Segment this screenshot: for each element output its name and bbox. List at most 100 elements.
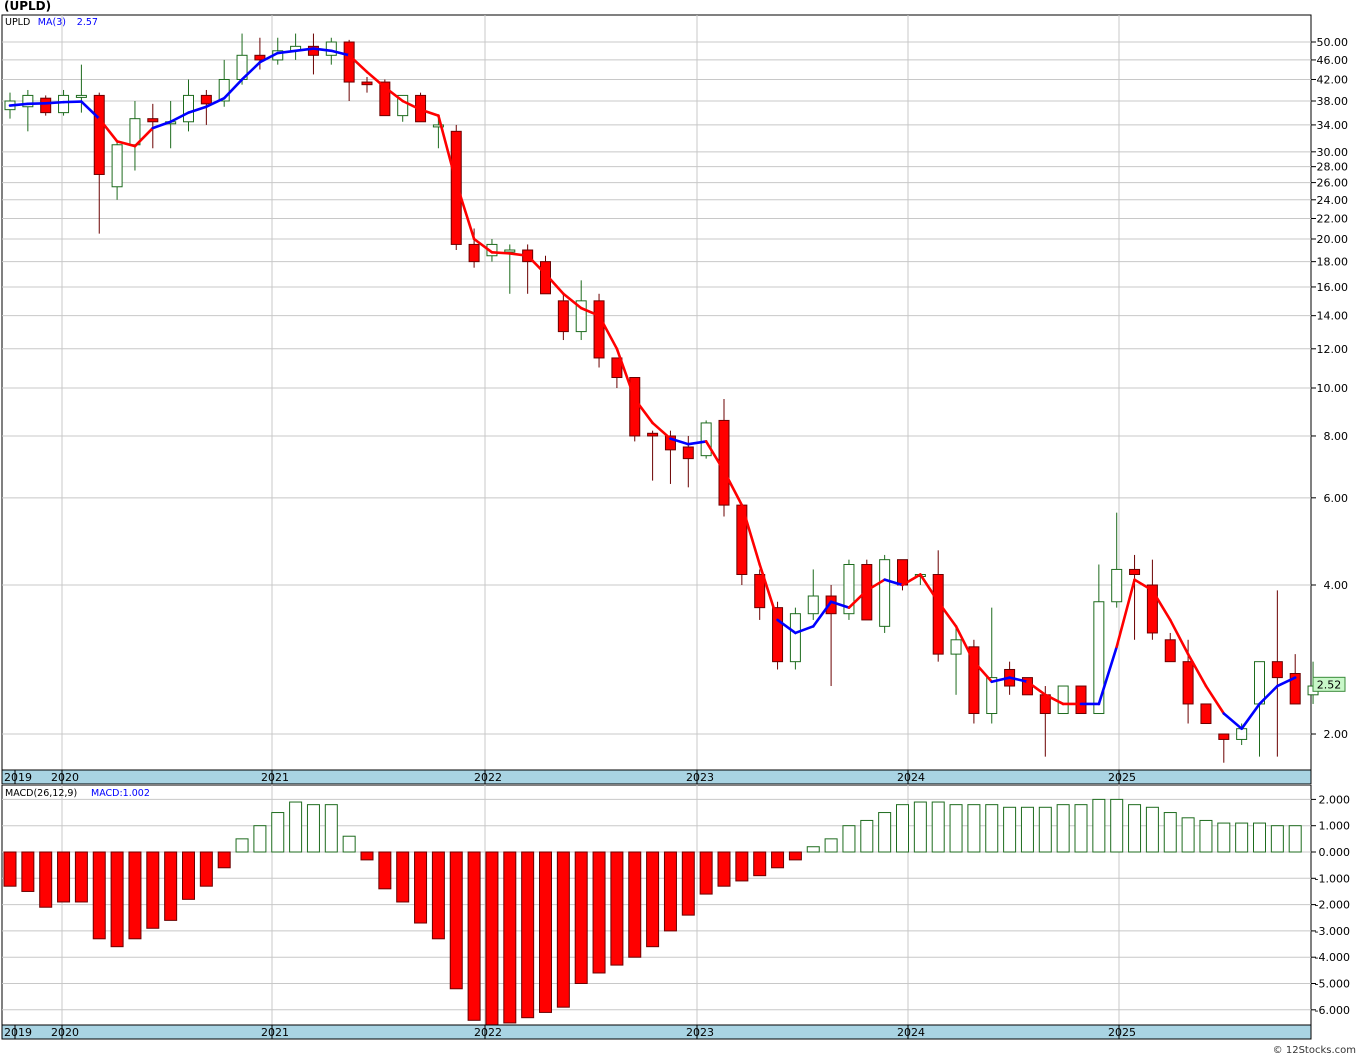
candle-body <box>825 595 837 615</box>
ma-segment <box>419 108 440 117</box>
candle-body <box>932 573 944 655</box>
candle-body <box>950 639 962 655</box>
macd-bar-negative <box>39 851 53 908</box>
candle-body <box>75 94 87 98</box>
price-tick-label: 50.00 <box>1317 36 1349 49</box>
candle-body <box>379 81 391 117</box>
candle-down <box>307 33 319 75</box>
macd-bar-positive <box>1163 812 1177 853</box>
candle-up <box>879 554 891 633</box>
macd-legend-item: MACD(26,12,9) <box>5 788 77 799</box>
candle-down <box>1271 590 1283 757</box>
ma-segment <box>740 503 762 566</box>
candle-body <box>843 563 855 615</box>
candle-body <box>593 300 605 359</box>
credit-label: © 12Stocks.com <box>1272 1045 1356 1056</box>
candle-body <box>575 300 587 333</box>
ma-segment <box>562 292 583 310</box>
chart-title: (UPLD) <box>4 0 52 13</box>
ma-segment <box>205 96 226 109</box>
candle-up <box>575 280 587 341</box>
macd-bar-negative <box>217 851 231 869</box>
ma-segment <box>615 347 637 401</box>
ma-segment <box>597 314 619 351</box>
candle-up <box>1057 685 1069 715</box>
price-plot-area <box>1 14 1312 771</box>
year-label: 2023 <box>686 771 714 784</box>
macd-bar-negative <box>574 851 588 984</box>
candle-body <box>200 94 212 105</box>
candle-body <box>1200 703 1212 725</box>
candle-body <box>40 97 52 114</box>
candle-body <box>504 249 516 253</box>
year-label: 2023 <box>686 1026 714 1039</box>
ma-segment <box>1115 578 1136 649</box>
candle-down <box>1164 632 1176 663</box>
macd-bar-positive <box>824 838 838 853</box>
macd-bar-negative <box>128 851 142 940</box>
ma-segment <box>1222 712 1243 730</box>
price-year-axis <box>1 769 1312 785</box>
candle-body <box>1271 661 1283 679</box>
candle-body <box>58 94 70 114</box>
candle-body <box>343 41 355 83</box>
macd-bar-negative <box>610 851 624 966</box>
ma-segment <box>44 100 65 105</box>
candle-body <box>664 435 676 451</box>
ma-segment <box>133 126 155 148</box>
ma-segment <box>972 660 994 684</box>
candle-body <box>1164 639 1176 663</box>
macd-bar-positive <box>1235 822 1249 853</box>
macd-bar-negative <box>414 851 428 924</box>
ma-segment <box>686 440 708 446</box>
macd-bar-negative <box>21 851 35 892</box>
ma-segment <box>80 100 101 120</box>
candle-body <box>1057 685 1069 715</box>
price-tick-label: 12.00 <box>1317 343 1349 356</box>
price-tick-label: 28.00 <box>1317 161 1349 174</box>
ma-segment <box>669 437 690 446</box>
macd-tick-label: 2.000 <box>1319 793 1351 806</box>
ma-segment <box>633 397 654 425</box>
macd-bar-positive <box>1128 804 1142 853</box>
macd-legend-item: MACD:1.002 <box>91 788 150 799</box>
macd-bar-positive <box>1270 825 1284 853</box>
macd-bar-negative <box>396 851 410 903</box>
year-label: 2019 <box>4 1026 32 1039</box>
ma-segment <box>954 625 976 663</box>
macd-bar-positive <box>289 801 303 853</box>
candle-body <box>772 607 784 663</box>
candle-body <box>325 41 337 56</box>
macd-bar-negative <box>378 851 392 890</box>
macd-bar-positive <box>842 825 856 853</box>
ma-segment <box>151 120 172 130</box>
macd-bar-positive <box>860 819 874 853</box>
ma-segment <box>1258 684 1279 706</box>
price-tick-label: 6.00 <box>1324 492 1349 505</box>
ma-segment <box>472 237 494 254</box>
candle-down <box>1200 703 1212 725</box>
macd-bar-negative <box>164 851 178 921</box>
candle-down <box>932 550 944 662</box>
macd-tick-label: -1.000 <box>1315 872 1350 885</box>
macd-bar-negative <box>74 851 88 903</box>
ma-segment <box>651 421 672 440</box>
ma-segment <box>240 60 262 81</box>
candle-down <box>254 37 266 70</box>
ma-segment <box>1044 693 1065 706</box>
macd-bar-negative <box>521 851 535 1019</box>
year-label: 2022 <box>474 1026 502 1039</box>
candle-body <box>397 94 409 117</box>
candle-down <box>1129 554 1141 640</box>
ma-segment <box>1133 578 1154 592</box>
candle-body <box>647 432 659 437</box>
candle-down <box>379 79 391 117</box>
ma-segment <box>8 102 30 107</box>
macd-bar-positive <box>985 804 999 853</box>
macd-bar-positive <box>1020 806 1034 853</box>
macd-bar-positive <box>949 804 963 853</box>
macd-bar-negative <box>146 851 160 929</box>
candle-body <box>254 54 266 61</box>
macd-tick-label: 1.000 <box>1319 820 1351 833</box>
price-tick-label: 10.00 <box>1317 382 1349 395</box>
